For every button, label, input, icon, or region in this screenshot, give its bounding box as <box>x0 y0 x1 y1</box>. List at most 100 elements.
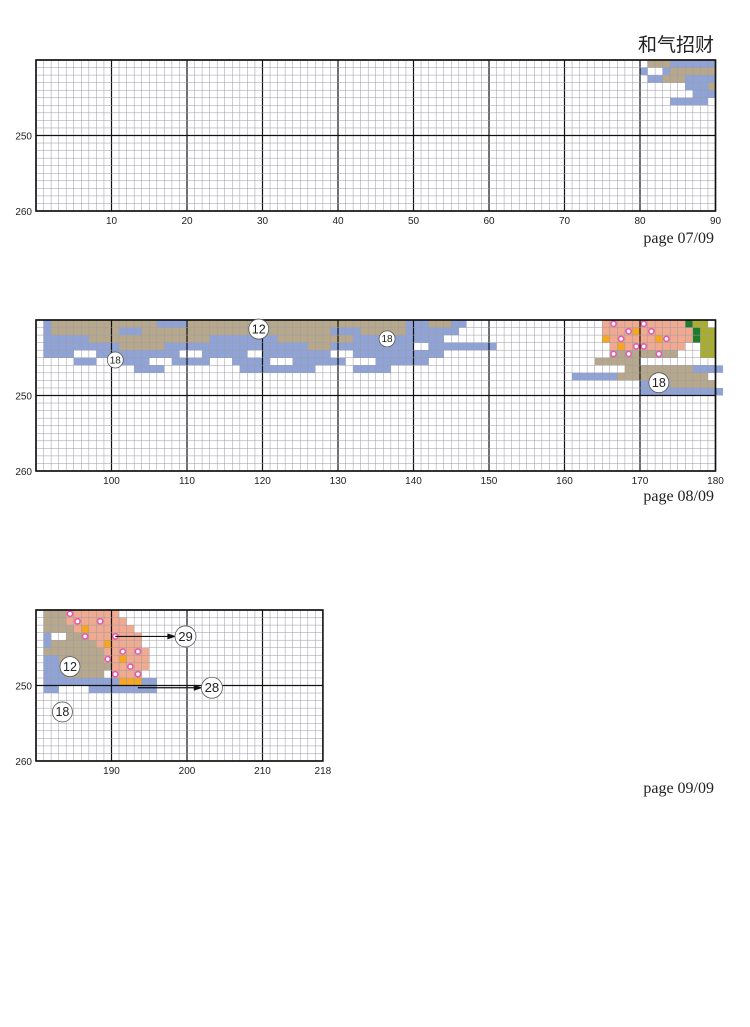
x-tick-label: 200 <box>179 766 196 777</box>
stitch-cell <box>685 82 708 91</box>
stitch-cell <box>171 357 210 366</box>
stitch-cell <box>262 350 331 358</box>
symbol-circle <box>648 372 670 394</box>
pink-symbol <box>655 350 663 358</box>
stitch-cell <box>405 320 429 328</box>
x-tick-label: 110 <box>179 476 195 487</box>
stitch-cell <box>43 632 52 641</box>
pattern-chart-page-09: 250 260 190 200 210 218 12 18 29 28 <box>15 609 332 777</box>
pink-symbol <box>134 670 142 678</box>
stitch-cell <box>692 90 716 98</box>
pink-symbol <box>663 335 670 343</box>
arrow-head <box>167 633 177 640</box>
stitch-cell <box>428 320 452 328</box>
stitch-cell <box>405 327 459 336</box>
pattern-title: 和气招财 <box>637 34 714 56</box>
pink-symbol <box>66 610 74 618</box>
grid-border <box>35 59 717 212</box>
symbol-number: 28 <box>205 680 220 695</box>
stitch-cell <box>692 335 701 343</box>
pink-symbol <box>647 327 655 335</box>
stitch-cell <box>353 365 391 373</box>
stitch-cell <box>43 625 82 633</box>
x-tick-label: 140 <box>405 476 422 487</box>
stitch-cell <box>632 327 640 336</box>
pink-symbol <box>640 320 648 328</box>
grid-border <box>35 319 717 472</box>
stitch-cell <box>640 387 724 396</box>
symbol-number: 18 <box>652 376 666 390</box>
symbol-number: 18 <box>382 334 394 345</box>
stitch-cell <box>232 357 271 366</box>
x-tick-label: 150 <box>481 476 498 487</box>
y-tick-label: 250 <box>15 132 32 143</box>
symbol-number: 18 <box>110 355 122 366</box>
x-tick-label: 80 <box>634 216 646 227</box>
stitch-cell <box>134 677 142 686</box>
symbol-marker: 18 <box>52 701 73 723</box>
pink-symbol <box>96 617 104 625</box>
stitch-cell <box>119 655 127 663</box>
stitch-cell <box>692 327 701 336</box>
pink-symbol <box>617 335 625 343</box>
symbol-marker: 28 <box>201 676 223 699</box>
stitch-cell <box>602 335 610 343</box>
stitch-cell <box>572 372 625 381</box>
grid <box>35 59 717 212</box>
stitch-cell <box>66 610 120 618</box>
stitch-cell <box>96 350 180 358</box>
stitch-cell <box>103 640 112 648</box>
stitch-cell <box>624 365 693 373</box>
x-tick-label: 120 <box>254 476 271 487</box>
stitch-cell <box>707 82 716 91</box>
stitch-cell <box>164 342 308 351</box>
pink-symbol <box>625 350 633 358</box>
stitch-cell <box>609 350 678 358</box>
x-tick-label: 190 <box>103 766 120 777</box>
symbol-circle <box>106 351 124 369</box>
stitch-cell <box>209 335 278 343</box>
stitch-cell <box>292 357 346 366</box>
pink-symbol <box>74 617 81 625</box>
pink-symbol <box>119 648 127 655</box>
stitch-cell <box>66 670 104 678</box>
symbol-number: 12 <box>252 322 266 336</box>
x-tick-label: 20 <box>181 216 193 227</box>
symbol-marker: 12 <box>248 318 270 340</box>
pink-symbol <box>632 343 640 350</box>
x-tick-label: 40 <box>332 216 344 227</box>
y-tick-label: 250 <box>15 392 32 403</box>
stitch-cell <box>375 357 429 366</box>
x-tick-label: 100 <box>103 476 120 487</box>
pattern-chart-page-07: 250 260 10 20 30 40 50 60 70 80 90 <box>15 59 721 227</box>
symbol-marker: 18 <box>106 351 124 369</box>
stitch-cell <box>111 357 150 366</box>
x-tick-label: 180 <box>707 476 724 487</box>
x-tick-label: 130 <box>330 476 347 487</box>
symbol-marker: 18 <box>648 372 670 394</box>
pink-symbol <box>134 648 142 655</box>
symbol-number: 12 <box>63 660 77 674</box>
x-tick-label: 60 <box>483 216 495 227</box>
pink-symbol <box>81 633 89 640</box>
x-tick-label: 30 <box>257 216 269 227</box>
x-tick-label: 218 <box>315 766 332 777</box>
stitch-cell <box>617 342 625 351</box>
stitch-cell <box>670 97 708 106</box>
symbol-circle <box>378 330 396 348</box>
stitch-cell <box>119 327 142 336</box>
stitch-cell <box>73 662 112 671</box>
stitch-cell <box>51 327 120 336</box>
stitch-cell <box>43 320 52 328</box>
symbol-number: 29 <box>178 629 193 644</box>
pink-symbol <box>610 350 617 358</box>
page-number-label: page 08/09 <box>643 488 714 505</box>
stitch-cell <box>43 677 157 686</box>
pink-symbol <box>610 320 617 328</box>
x-tick-label: 170 <box>632 476 649 487</box>
arrow-head <box>193 684 203 691</box>
x-tick-label: 210 <box>254 766 271 777</box>
symbol-circle <box>248 318 270 340</box>
stitch-cell <box>88 685 157 694</box>
grid <box>35 319 717 472</box>
